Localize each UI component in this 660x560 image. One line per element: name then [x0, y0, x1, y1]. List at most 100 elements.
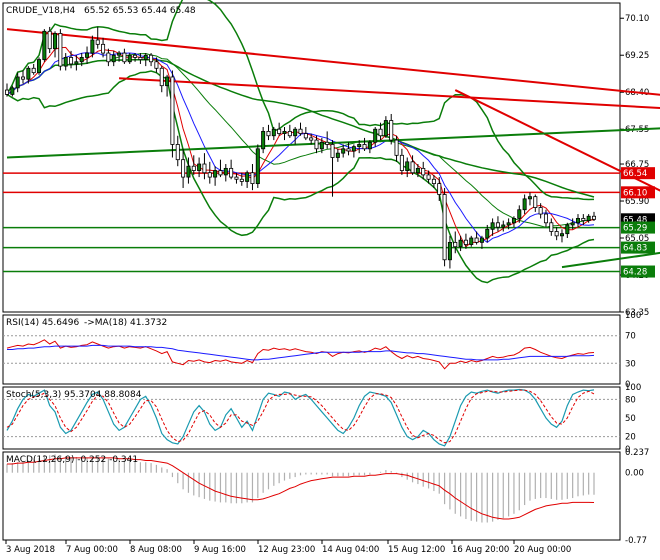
- candle-body: [261, 130, 266, 150]
- candle-body: [74, 61, 79, 65]
- candle-body: [79, 57, 84, 63]
- candle-body: [479, 237, 484, 243]
- candle-body: [149, 54, 154, 63]
- candle-body: [191, 165, 196, 171]
- candle-body: [319, 141, 324, 150]
- candle-body: [527, 196, 532, 200]
- candle-body: [367, 141, 372, 150]
- rsi-tick-label: 100: [625, 311, 641, 321]
- price-tick-label: 63.35: [625, 308, 649, 318]
- candle-body: [458, 239, 463, 248]
- price-tick-label: 69.25: [625, 51, 649, 61]
- candle-body: [335, 152, 340, 158]
- stoch-signal-line: [6, 389, 595, 444]
- candle-body: [511, 218, 516, 224]
- candle-body: [341, 148, 346, 154]
- candle-body: [234, 176, 239, 180]
- candle-body: [127, 54, 132, 63]
- candle-body: [287, 130, 292, 137]
- price-tick-label: 65.05: [625, 234, 649, 244]
- price-label-text: 66.54: [623, 169, 647, 179]
- trend-line-4: [561, 251, 660, 269]
- time-tick-label: 12 Aug 23:00: [258, 545, 315, 555]
- candle-body: [378, 128, 383, 137]
- candle-body: [229, 167, 234, 178]
- price-label-text: 65.48: [623, 215, 647, 225]
- candle-body: [95, 39, 100, 45]
- candle-body: [405, 161, 410, 171]
- candle-body: [346, 148, 351, 152]
- time-tick-label: 9 Aug 16:00: [194, 545, 246, 555]
- candle-body: [453, 241, 458, 248]
- candle-body: [522, 198, 527, 211]
- candle-body: [426, 174, 431, 180]
- candle-body: [394, 139, 399, 156]
- panel-frame-0: [2, 2, 621, 313]
- candle-body: [533, 196, 538, 208]
- price-tick-label: 65.90: [625, 197, 649, 207]
- rsi-title: RSI(14) 45.6496: [6, 318, 79, 328]
- price-title: CRUDE_V18,H4: [6, 6, 75, 16]
- candle-body: [63, 57, 68, 67]
- candle-body: [133, 54, 138, 58]
- macd-title: MACD(12,26,9) -0.252 -0.341: [6, 455, 138, 465]
- stoch-tick-label: 50: [625, 414, 636, 424]
- candle-body: [143, 54, 148, 60]
- candle-body: [357, 144, 362, 148]
- bollinger-upper-line: [6, 0, 595, 201]
- price-tick-label: 66.75: [625, 160, 649, 170]
- candle-body: [21, 76, 26, 80]
- candle-body: [69, 57, 74, 65]
- price-label-box-4: [621, 241, 655, 254]
- candle-body: [90, 39, 95, 54]
- price-label-box-0: [621, 167, 655, 180]
- price-label-box-5: [621, 265, 655, 278]
- rsi-series-line-1: [7, 344, 595, 361]
- candle-body: [581, 218, 586, 222]
- candle-body: [410, 161, 415, 174]
- candle-body: [250, 172, 255, 185]
- candle-body: [565, 224, 570, 235]
- macd-tick-label: 0.00: [625, 469, 644, 479]
- candle-body: [575, 218, 580, 224]
- candle-body: [213, 170, 218, 178]
- candle-body: [549, 222, 554, 232]
- candle-body: [293, 128, 298, 137]
- candle-body: [415, 167, 420, 174]
- candle-body: [485, 228, 490, 239]
- candle-body: [31, 67, 36, 74]
- candle-body: [399, 154, 404, 171]
- candle-body: [165, 76, 170, 87]
- candle-body: [53, 33, 58, 50]
- price-label-text: 64.83: [623, 244, 647, 254]
- stoch-tick-label: 0: [625, 445, 630, 455]
- candle-body: [501, 224, 506, 228]
- candle-body: [239, 178, 244, 182]
- candle-body: [314, 139, 319, 150]
- candle-body: [175, 144, 180, 161]
- candle-body: [197, 163, 202, 171]
- rsi-tick-label: 70: [625, 332, 636, 342]
- candle-body: [117, 52, 122, 56]
- candle-body: [517, 209, 522, 219]
- macd-tick-label: 0.237: [625, 448, 649, 458]
- candle-body: [309, 137, 314, 141]
- candle-body: [282, 130, 287, 134]
- panel-frame-2: [2, 386, 621, 450]
- candle-body: [37, 59, 42, 74]
- candle-body: [10, 87, 15, 95]
- candle-body: [15, 76, 20, 89]
- candle-body: [437, 183, 442, 195]
- price-label-box-3: [621, 221, 655, 234]
- candle-body: [570, 222, 575, 226]
- rsi-series-line-0: [6, 339, 595, 370]
- price-label-text: 66.10: [623, 188, 647, 198]
- candle-body: [255, 148, 260, 185]
- macd-tick-label: -0.77: [625, 536, 647, 546]
- candle-body: [223, 167, 228, 176]
- candle-body: [586, 215, 591, 222]
- candle-body: [207, 172, 212, 178]
- time-tick-label: 20 Aug 00:00: [514, 545, 571, 555]
- candle-body: [159, 67, 164, 87]
